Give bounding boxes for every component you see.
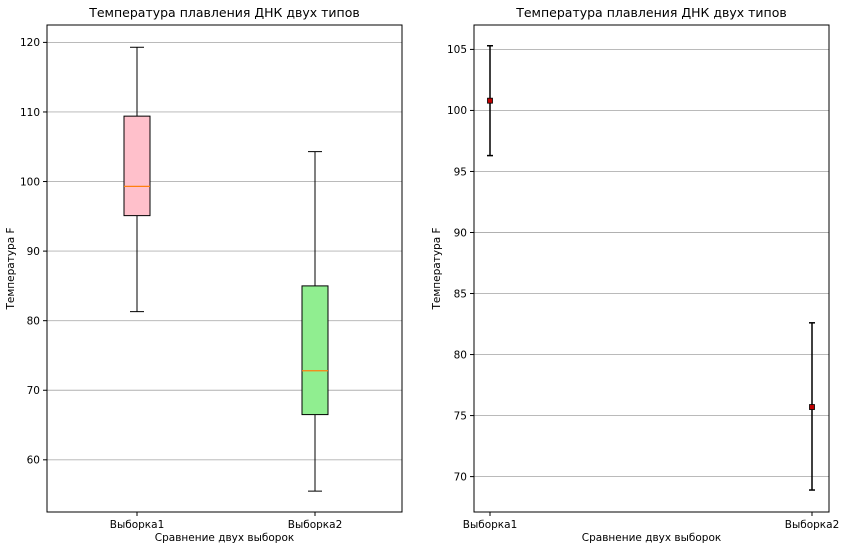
y-tick-label: 95	[454, 166, 467, 178]
boxplot-x-ticks: Выборка1 Выборка2	[110, 512, 343, 531]
y-tick-label: 80	[454, 349, 467, 361]
y-tick-label: 85	[454, 288, 467, 300]
errorbar-chart: 70 75 80 85 90 95 100 105 Выборка1 Выборка2 Темп…	[431, 5, 839, 544]
box-1	[123, 46, 151, 313]
x-tick-label: Выборка2	[785, 519, 840, 531]
boxplot-x-axis-label: Сравнение двух выборок	[155, 532, 294, 544]
y-tick-label: 110	[20, 107, 40, 119]
mean-marker	[487, 97, 493, 104]
boxplot-gridlines	[47, 41, 402, 461]
iqr-box	[123, 115, 151, 217]
errorbar-x-axis-label: Сравнение двух выборок	[582, 532, 721, 544]
y-tick-label: 105	[447, 44, 467, 56]
y-tick-label: 70	[454, 471, 467, 483]
x-tick-label: Выборка1	[463, 519, 518, 531]
y-tick-label: 120	[20, 37, 40, 49]
boxplot-title: Температура плавления ДНК двух типов	[88, 5, 360, 20]
y-tick-label: 100	[447, 105, 467, 117]
y-tick-label: 70	[27, 385, 40, 397]
errorbar-title: Температура плавления ДНК двух типов	[515, 5, 787, 20]
mean-marker	[809, 404, 815, 410]
x-tick-label: Выборка2	[288, 519, 343, 531]
y-tick-label: 80	[27, 315, 40, 327]
box-2	[301, 151, 329, 492]
errorbar-x-ticks: Выборка1 Выборка2	[463, 512, 840, 531]
boxplot-y-ticks: 60 70 80 90 100 110 120	[20, 37, 47, 467]
y-tick-label: 75	[454, 410, 467, 422]
errorbar-1	[487, 44, 493, 157]
boxplot-axes-frame	[46, 24, 403, 513]
y-tick-label: 90	[454, 227, 467, 239]
boxplot-marks	[123, 46, 329, 492]
y-tick-label: 60	[27, 455, 40, 467]
errorbar-axes-frame	[473, 24, 830, 513]
iqr-box	[301, 285, 329, 416]
x-tick-label: Выборка1	[110, 519, 165, 531]
errorbar-y-ticks: 70 75 80 85 90 95 100 105	[447, 44, 474, 483]
y-tick-label: 100	[20, 176, 40, 188]
errorbar-marks	[487, 44, 815, 491]
boxplot-y-axis-label: Температура F	[5, 227, 17, 310]
errorbar-2	[809, 322, 815, 491]
errorbar-y-axis-label: Температура F	[431, 227, 443, 310]
boxplot-chart: 60 70 80 90 100 110 120 Выборка1 Выборка2 Темпе…	[5, 5, 403, 544]
y-tick-label: 90	[27, 246, 40, 258]
errorbar-gridlines	[474, 48, 829, 478]
